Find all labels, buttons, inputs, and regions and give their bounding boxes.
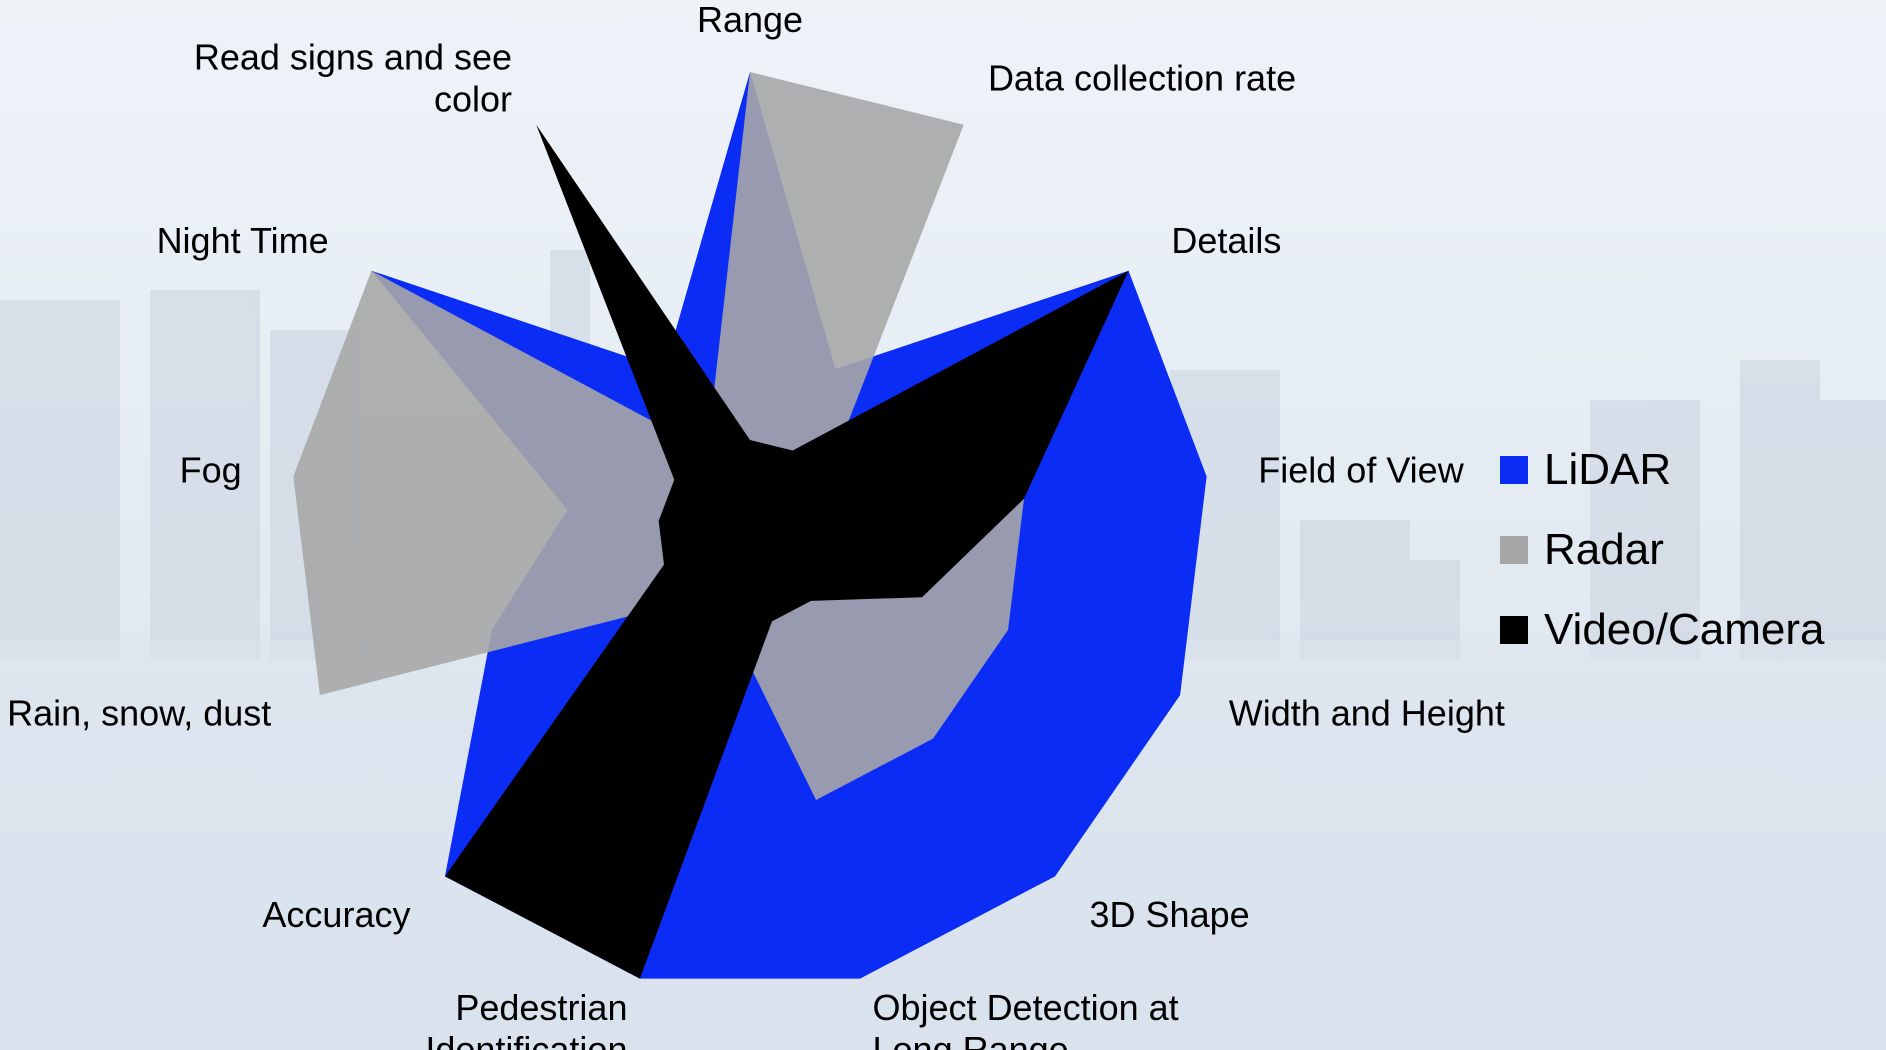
axis-label-pedestrian-identification: Pedestrian Identification [425, 987, 627, 1050]
axis-label-line: Fog [180, 449, 242, 490]
axis-label-object-detection-at-long-range: Object Detection at Long Range [873, 987, 1179, 1050]
axis-label-line: color [434, 79, 512, 120]
axis-label-line: Read signs and see [194, 37, 512, 78]
axis-label-line: Object Detection at [873, 987, 1179, 1028]
axis-label-night-time: Night Time [157, 220, 329, 261]
series-layer [293, 71, 1207, 979]
axis-label-field-of-view: Field of View [1258, 449, 1464, 490]
legend-swatch-video-camera [1500, 616, 1528, 644]
axis-label-line: Accuracy [262, 894, 410, 935]
axis-label-details: Details [1171, 220, 1281, 261]
axis-label-line: Field of View [1258, 449, 1464, 490]
axis-label-line: Details [1171, 220, 1281, 261]
axis-label-line: Pedestrian [455, 987, 627, 1028]
axis-label-line: Identification [425, 1029, 627, 1050]
legend-item-lidar[interactable]: LiDAR [1500, 430, 1824, 510]
axis-label-line: Data collection rate [988, 58, 1296, 99]
legend-item-radar[interactable]: Radar [1500, 510, 1824, 590]
axis-label-3d-shape: 3D Shape [1090, 894, 1250, 935]
axis-label-range: Range [697, 0, 803, 40]
axis-label-width-and-height: Width and Height [1229, 693, 1505, 734]
axis-label-layer: Range Data collection rate Details Field of… [7, 0, 1505, 1050]
axis-label-accuracy: Accuracy [262, 894, 410, 935]
axis-label-line: 3D Shape [1090, 894, 1250, 935]
axis-label-line: Range [697, 0, 803, 40]
axis-label-line: Width and Height [1229, 693, 1505, 734]
legend: LiDAR Radar Video/Camera [1500, 430, 1824, 670]
legend-label-lidar: LiDAR [1544, 445, 1672, 494]
axis-label-read-signs-and-see-color: Read signs and see color [194, 37, 512, 120]
series-video-camera [444, 124, 1129, 979]
axis-label-data-collection-rate: Data collection rate [988, 58, 1296, 99]
legend-label-radar: Radar [1544, 525, 1664, 574]
axis-label-rain-snow-dust: Rain, snow, dust [7, 693, 271, 734]
legend-item-video-camera[interactable]: Video/Camera [1500, 590, 1824, 670]
series-area-video-camera [444, 124, 1129, 979]
legend-swatch-lidar [1500, 456, 1528, 484]
axis-label-line: Long Range [873, 1029, 1069, 1050]
axis-label-line: Rain, snow, dust [7, 693, 271, 734]
axis-label-fog: Fog [180, 449, 242, 490]
legend-label-video-camera: Video/Camera [1544, 605, 1825, 654]
legend-swatch-radar [1500, 536, 1528, 564]
axis-label-line: Night Time [157, 220, 329, 261]
